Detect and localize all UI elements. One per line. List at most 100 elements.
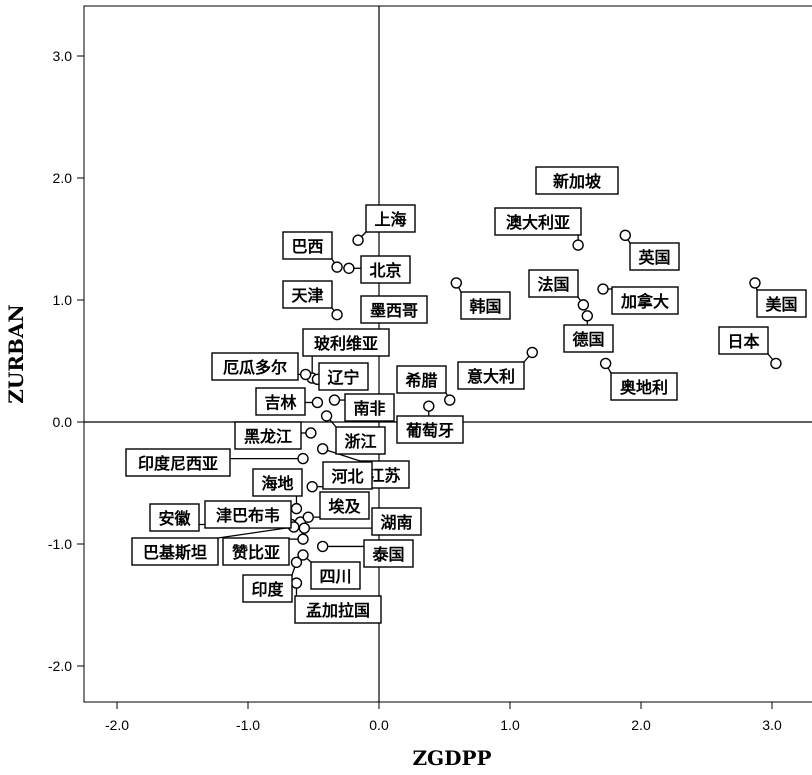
- data-point-37: [290, 556, 303, 568]
- data-point-4: [597, 283, 609, 295]
- label-text-1: 澳大利亚: [506, 213, 570, 232]
- point-label-4: 加拿大: [611, 286, 679, 315]
- label-text-27: 海地: [261, 474, 293, 493]
- label-text-5: 美国: [765, 295, 797, 314]
- data-point-22: [328, 394, 341, 406]
- x-tick-label-3: 1.0: [500, 717, 520, 733]
- label-box-0: [535, 166, 619, 195]
- data-point-13: [352, 234, 364, 246]
- point-label-22: 南非: [344, 393, 395, 422]
- label-text-35: 泰国: [371, 545, 404, 564]
- label-text-11: 希腊: [405, 371, 437, 390]
- data-point-5: [749, 277, 761, 289]
- y-tick-label-3: 1.0: [53, 292, 73, 308]
- label-box-12: [396, 415, 464, 444]
- x-axis-title: ZGDPP: [412, 746, 491, 770]
- point-label-1: 澳大利亚: [494, 207, 582, 236]
- point-label-35: 泰国: [363, 539, 414, 568]
- data-point-3: [577, 299, 590, 311]
- point-label-7: 德国: [563, 324, 614, 353]
- label-box-30: [204, 500, 292, 529]
- label-box-28: [322, 461, 373, 490]
- data-point-38: [290, 577, 303, 589]
- y-tick-label-1: -1.0: [48, 536, 72, 552]
- data-point-16: [331, 308, 343, 321]
- label-box-16: [282, 280, 333, 309]
- data-point-15: [343, 262, 355, 274]
- label-box-32: [371, 507, 422, 536]
- x-tick-label-4: 2.0: [631, 717, 651, 733]
- data-point-11: [444, 394, 456, 406]
- point-label-11: 希腊: [396, 365, 447, 394]
- label-text-9: 意大利: [467, 367, 515, 386]
- label-box-19: [211, 352, 299, 381]
- point-label-24: 浙江: [335, 426, 386, 455]
- label-text-28: 河北: [331, 467, 363, 486]
- point-label-21: 吉林: [255, 387, 306, 416]
- data-point-31: [302, 511, 314, 523]
- point-label-18: 玻利维亚: [302, 328, 390, 357]
- connector-37: [291, 566, 296, 576]
- point-label-3: 法国: [528, 269, 579, 298]
- point-label-34: 赞比亚: [222, 537, 290, 566]
- data-point-8: [599, 357, 612, 370]
- label-text-29: 安徽: [158, 509, 191, 528]
- point-label-8: 奥地利: [610, 372, 678, 401]
- label-box-24: [335, 426, 386, 455]
- data-point-27: [290, 502, 303, 515]
- label-box-18: [302, 328, 390, 357]
- y-tick-label-4: 2.0: [53, 170, 73, 186]
- label-box-6: [718, 326, 769, 355]
- data-point-25: [297, 452, 309, 465]
- data-point-10: [450, 277, 462, 289]
- label-box-2: [629, 242, 680, 271]
- label-box-38: [294, 595, 382, 624]
- point-label-23: 黑龙江: [234, 421, 302, 450]
- data-point-7: [581, 310, 593, 322]
- label-box-21: [255, 387, 306, 416]
- data-point-9: [526, 346, 538, 359]
- connector-36: [306, 557, 312, 563]
- label-text-34: 赞比亚: [231, 543, 280, 562]
- label-box-8: [610, 372, 678, 401]
- label-box-34: [222, 537, 290, 566]
- label-box-9: [457, 361, 525, 390]
- point-label-14: 巴西: [282, 231, 333, 260]
- point-label-0: 新加坡: [535, 166, 619, 195]
- point-label-25: 印度尼西亚: [125, 448, 231, 477]
- label-box-13: [365, 204, 416, 233]
- label-text-2: 英国: [637, 248, 670, 267]
- label-text-14: 巴西: [291, 237, 323, 256]
- label-box-35: [363, 539, 414, 568]
- data-point-34: [297, 533, 309, 545]
- connector-13: [361, 231, 367, 238]
- data-point-1: [572, 239, 584, 251]
- data-point-21: [311, 396, 324, 409]
- label-text-4: 加拿大: [620, 292, 669, 311]
- label-box-37: [242, 574, 293, 603]
- x-tick-label-5: 3.0: [762, 717, 782, 733]
- label-box-15: [360, 255, 411, 284]
- axes: -2.0 -1.0 0.0 1.0 2.0 3.0 -2.0 -1.0 0.0 1.0 2.0 3.0: [48, 48, 782, 733]
- label-text-36: 四川: [319, 567, 351, 586]
- point-label-36: 四川: [310, 561, 361, 590]
- label-box-20: [318, 362, 369, 391]
- data-point-26: [316, 443, 329, 455]
- label-text-12: 葡萄牙: [405, 421, 454, 440]
- connector-10: [458, 287, 462, 293]
- x-tick-label-1: -1.0: [236, 717, 260, 733]
- connector-24: [329, 419, 337, 428]
- point-label-5: 美国: [756, 289, 807, 318]
- label-box-14: [282, 231, 333, 260]
- data-point-19: [299, 368, 312, 381]
- label-box-17: [360, 295, 428, 324]
- y-tick-label-0: -2.0: [48, 658, 72, 674]
- data-point-32: [298, 522, 311, 534]
- data-point-23: [305, 427, 317, 439]
- label-text-6: 日本: [727, 332, 759, 351]
- label-text-21: 吉林: [264, 393, 296, 412]
- label-text-15: 北京: [369, 261, 401, 280]
- point-label-20: 辽宁: [318, 362, 369, 391]
- label-box-29: [149, 503, 200, 532]
- data-point-28: [306, 480, 318, 493]
